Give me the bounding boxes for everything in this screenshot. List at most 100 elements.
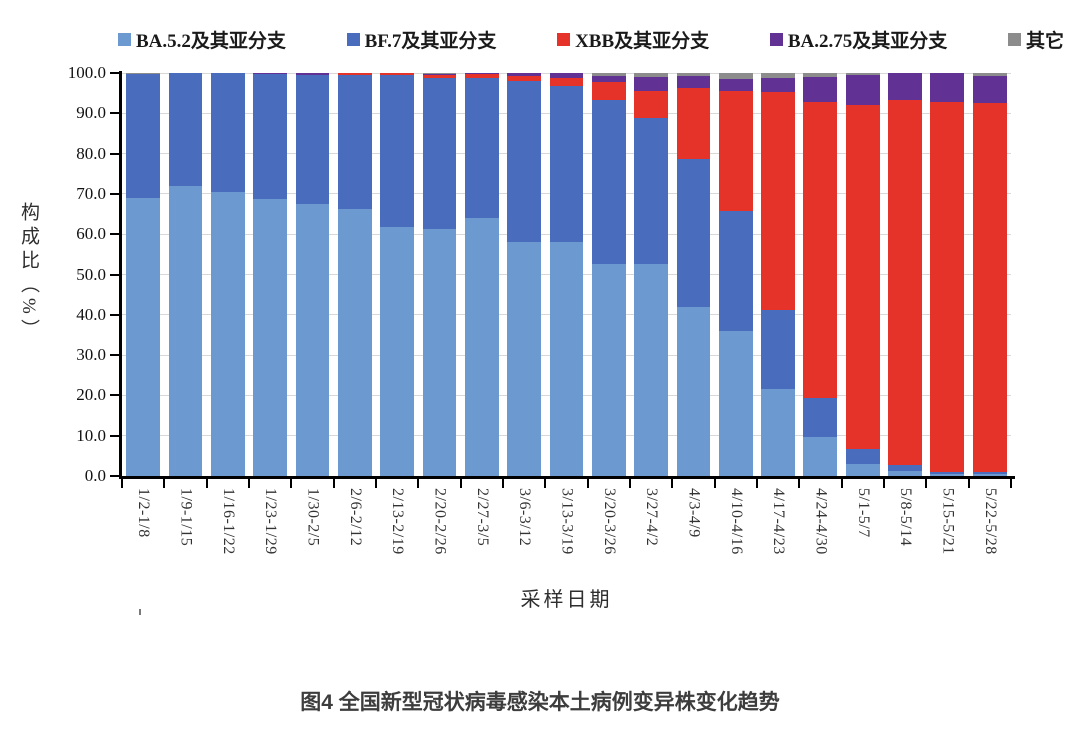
bar-segment	[718, 210, 753, 331]
x-tick-mark	[756, 479, 758, 488]
bar-slot-1/9-1/15	[164, 73, 206, 476]
bar-segment	[464, 218, 499, 476]
y-tick-label: 20.0	[76, 385, 106, 405]
x-tick-label: 2/6-2/12	[346, 488, 364, 547]
bars-container	[122, 73, 1011, 476]
bar-segment	[972, 472, 1007, 475]
bar-segment	[676, 73, 711, 77]
x-tick-mark	[1010, 479, 1012, 488]
stacked-bar	[549, 73, 584, 476]
stacked-bar	[422, 73, 457, 476]
y-tick-mark	[110, 152, 119, 155]
x-tick-mark	[332, 479, 335, 488]
figure-caption: 图4 全国新型冠状病毒感染本土病例变异株变化趋势	[300, 691, 780, 714]
y-tick-mark	[110, 233, 119, 236]
x-axis-title: 采样日期	[520, 589, 613, 611]
stray-mark	[139, 609, 141, 615]
bar-segment	[972, 76, 1007, 104]
y-tick-mark	[110, 192, 119, 195]
bar-segment	[422, 73, 457, 75]
bar-slot-3/20-3/26	[588, 73, 630, 476]
bar-segment	[761, 92, 796, 310]
bar-segment	[972, 103, 1007, 473]
stacked-bar	[803, 73, 838, 476]
legend-label: BA.5.2及其亚分支	[136, 30, 286, 52]
stacked-bar	[972, 73, 1007, 476]
x-tick-label: 5/15-5/21	[939, 488, 957, 555]
x-tick-mark	[840, 479, 843, 488]
bar-segment	[845, 463, 880, 476]
x-tick-mark	[375, 479, 377, 488]
bar-segment	[591, 82, 626, 100]
bar-slot-3/13-3/19	[545, 73, 587, 476]
bar-segment	[591, 99, 626, 265]
x-tick-mark	[544, 479, 547, 488]
bar-segment	[210, 191, 245, 476]
x-axis-line	[119, 476, 1015, 479]
stacked-bar	[591, 73, 626, 476]
x-tick-mark	[925, 479, 928, 488]
legend-label: BF.7及其亚分支	[364, 30, 497, 52]
y-tick-label: 40.0	[76, 304, 106, 324]
x-tick-label: 4/10-4/16	[727, 488, 745, 555]
bar-segment	[253, 199, 288, 476]
bar-segment	[337, 73, 372, 76]
bar-segment	[464, 77, 499, 219]
bar-segment	[464, 73, 499, 78]
x-tick-mark	[629, 479, 631, 488]
stacked-bar	[718, 73, 753, 476]
bar-slot-3/27-4/2	[630, 73, 672, 476]
bar-slot-4/10-4/16	[715, 73, 757, 476]
x-tick-label: 5/22-5/28	[981, 488, 999, 555]
x-tick-label: 4/17-4/23	[770, 488, 788, 555]
bar-segment	[549, 78, 584, 87]
bar-slot-1/2-1/8	[122, 73, 164, 476]
y-axis-line	[119, 71, 122, 479]
bar-slot-5/1-5/7	[842, 73, 884, 476]
bar-segment	[676, 76, 711, 88]
x-tick-mark	[502, 479, 504, 488]
x-tick-label: 1/2-1/8	[135, 488, 153, 538]
legend-item-3: BA.2.75及其亚分支	[769, 26, 947, 53]
x-tick-label: 2/13-2/19	[389, 488, 407, 555]
bar-segment	[845, 449, 880, 464]
legend-item-2: XBB及其亚分支	[557, 26, 709, 53]
chart-legend: BA.5.2及其亚分支 BF.7及其亚分支 XBB及其亚分支 BA.2.75及其亚分支…	[118, 25, 1064, 53]
y-tick-mark	[110, 394, 119, 397]
x-tick-label: 1/30-2/5	[304, 488, 322, 547]
bar-segment	[930, 73, 965, 102]
x-tick-label: 1/9-1/15	[177, 488, 195, 547]
bar-slot-1/30-2/5	[291, 73, 333, 476]
bar-segment	[888, 73, 922, 101]
legend-swatch-icon	[557, 32, 571, 46]
x-tick-mark	[586, 479, 589, 488]
legend-item-4: 其它	[1007, 26, 1064, 53]
x-tick-label: 3/13-3/19	[558, 488, 576, 555]
y-tick-label: 60.0	[76, 224, 106, 244]
x-tick-mark	[967, 479, 970, 488]
bar-slot-2/20-2/26	[418, 73, 460, 476]
bar-slot-2/27-3/5	[461, 73, 503, 476]
y-tick-mark	[110, 475, 119, 477]
bar-segment	[126, 73, 161, 75]
bar-segment	[845, 104, 880, 450]
y-tick-mark	[110, 434, 119, 437]
bar-segment	[634, 117, 669, 265]
x-tick-label: 3/6-3/12	[516, 488, 534, 547]
bar-segment	[718, 79, 753, 92]
x-tick-label: 2/27-3/5	[473, 488, 491, 547]
stacked-bar	[295, 73, 330, 476]
legend-label: XBB及其亚分支	[575, 30, 710, 52]
bar-segment	[126, 74, 161, 198]
y-tick-label: 100.0	[67, 63, 106, 82]
bar-segment	[676, 306, 711, 476]
bar-segment	[295, 73, 330, 76]
bar-segment	[676, 87, 711, 160]
bar-segment	[761, 388, 796, 476]
bar-slot-1/16-1/22	[207, 73, 249, 476]
bar-slot-2/13-2/19	[376, 73, 418, 476]
x-tick-label: 1/23-1/29	[262, 488, 280, 555]
bar-segment	[380, 75, 415, 227]
y-tick-label: 90.0	[76, 103, 106, 123]
x-tick-mark	[290, 479, 293, 488]
